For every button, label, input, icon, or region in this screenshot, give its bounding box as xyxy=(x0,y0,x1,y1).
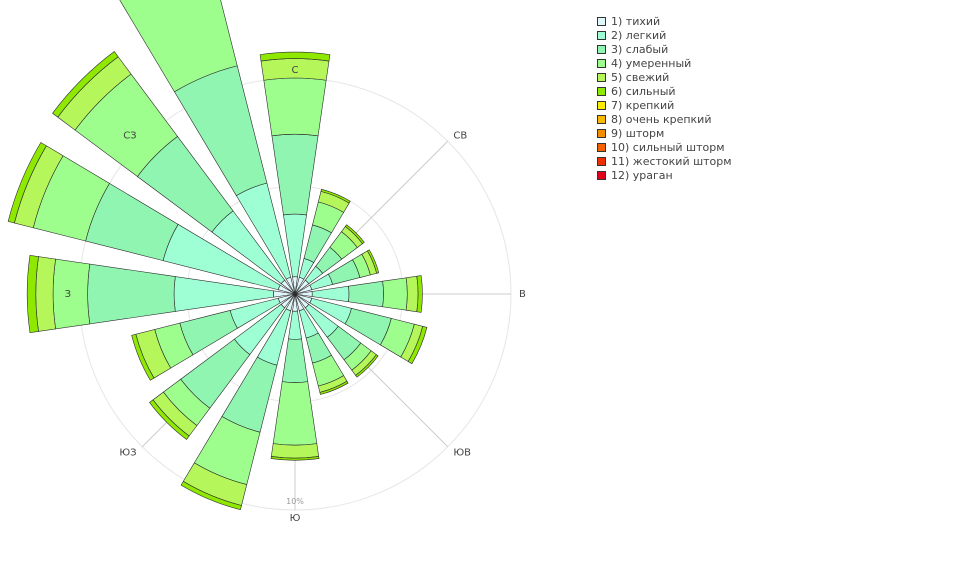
legend-swatch xyxy=(597,170,606,180)
bar-segment-3-sector-9[interactable] xyxy=(281,338,309,383)
legend-swatch xyxy=(597,44,606,54)
legend-swatch xyxy=(597,86,606,96)
legend-label: 10) сильный шторм xyxy=(611,140,725,154)
bar-segment-4-sector-9[interactable] xyxy=(272,381,318,446)
wind-rose-bars xyxy=(7,0,428,511)
bar-segment-6-sector-6[interactable] xyxy=(407,325,428,365)
direction-label: С xyxy=(292,65,299,76)
bar-segment-3-sector-5[interactable] xyxy=(348,280,384,308)
bar-segment-5-sector-13[interactable] xyxy=(35,256,56,332)
bar-segment-3-sector-13[interactable] xyxy=(87,263,176,325)
bar-segment-6-sector-5[interactable] xyxy=(416,275,423,313)
direction-label: Ю xyxy=(290,513,301,524)
bar-segment-6-sector-9[interactable] xyxy=(270,456,320,461)
legend-label: 12) ураган xyxy=(611,168,673,182)
legend-swatch xyxy=(597,156,606,166)
legend-item-1[interactable]: 1) тихий xyxy=(597,14,732,28)
legend-label: 2) легкий xyxy=(611,28,667,42)
legend-item-6[interactable]: 6) сильный xyxy=(597,84,732,98)
direction-label: ЮВ xyxy=(453,447,471,458)
bar-segment-5-sector-9[interactable] xyxy=(270,443,320,459)
bar-segment-6-sector-1[interactable] xyxy=(259,51,331,62)
legend-item-7[interactable]: 7) крепкий xyxy=(597,98,732,112)
legend-label: 3) слабый xyxy=(611,42,669,56)
legend-item-2[interactable]: 2) легкий xyxy=(597,28,732,42)
bar-segment-6-sector-7[interactable] xyxy=(355,354,379,378)
legend-label: 4) умеренный xyxy=(611,56,692,70)
bar-segment-2-sector-9[interactable] xyxy=(288,310,302,340)
bar-segment-4-sector-5[interactable] xyxy=(382,277,408,311)
legend-swatch xyxy=(597,16,606,26)
legend-label: 7) крепкий xyxy=(611,98,675,112)
legend-item-5[interactable]: 5) свежий xyxy=(597,70,732,84)
bar-segment-6-sector-3[interactable] xyxy=(344,224,365,245)
bar-segment-4-sector-1[interactable] xyxy=(263,77,327,137)
legend-item-12[interactable]: 12) ураган xyxy=(597,168,732,182)
legend-label: 1) тихий xyxy=(611,14,661,28)
legend-swatch xyxy=(597,72,606,82)
legend-swatch xyxy=(597,128,606,138)
direction-labels: С СВ В ЮВ Ю ЮЗ З СЗ 10% xyxy=(65,65,526,524)
legend-swatch xyxy=(597,100,606,110)
bar-segment-6-sector-10[interactable] xyxy=(180,480,242,511)
bar-segment-5-sector-5[interactable] xyxy=(405,275,419,313)
legend-label: 8) очень крепкий xyxy=(611,112,712,126)
bar-segment-6-sector-12[interactable] xyxy=(131,333,155,381)
direction-label: СЗ xyxy=(123,131,136,142)
legend-item-9[interactable]: 9) шторм xyxy=(597,126,732,140)
bar-segment-6-sector-2[interactable] xyxy=(320,188,351,204)
legend-item-10[interactable]: 10) сильный шторм xyxy=(597,140,732,154)
legend-swatch xyxy=(597,114,606,124)
legend-swatch xyxy=(597,30,606,40)
legend-item-8[interactable]: 8) очень крепкий xyxy=(597,112,732,126)
radial-tick-label: 10% xyxy=(286,497,304,506)
legend-item-4[interactable]: 4) умеренный xyxy=(597,56,732,70)
bar-segment-6-sector-4[interactable] xyxy=(366,249,380,274)
bar-segment-6-sector-14[interactable] xyxy=(7,142,47,224)
direction-label: СВ xyxy=(453,131,467,142)
bar-segment-6-sector-8[interactable] xyxy=(319,380,349,395)
legend-label: 11) жестокий шторм xyxy=(611,154,732,168)
direction-label: З xyxy=(65,289,71,300)
legend-item-3[interactable]: 3) слабый xyxy=(597,42,732,56)
legend-label: 9) шторм xyxy=(611,126,665,140)
bar-segment-3-sector-1[interactable] xyxy=(271,133,319,216)
legend-swatch xyxy=(597,142,606,152)
bar-segment-4-sector-16[interactable] xyxy=(98,0,238,93)
bar-segment-6-sector-15[interactable] xyxy=(52,51,119,118)
bar-segment-6-sector-13[interactable] xyxy=(26,254,39,334)
bar-segment-6-sector-11[interactable] xyxy=(149,399,190,440)
direction-label: В xyxy=(519,289,526,300)
legend-item-11[interactable]: 11) жестокий шторм xyxy=(597,154,732,168)
bar-segment-4-sector-13[interactable] xyxy=(52,258,91,330)
direction-label: ЮЗ xyxy=(119,447,136,458)
legend-label: 6) сильный xyxy=(611,84,676,98)
legend: 1) тихий 2) легкий 3) слабый 4) умеренный 5)… xyxy=(597,14,732,182)
legend-label: 5) свежий xyxy=(611,70,670,84)
legend-swatch xyxy=(597,58,606,68)
